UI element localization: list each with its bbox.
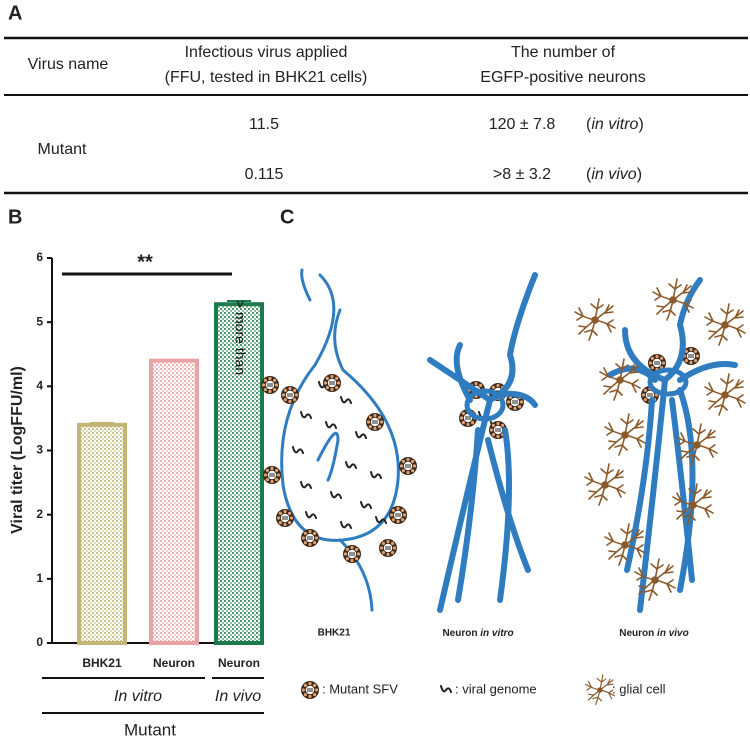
panel-label: C — [280, 206, 294, 228]
bar-chart: 0 1 2 3 4 5 6 Viral titer (LogFFU/ml) BHK21 Neuro… — [9, 250, 264, 739]
paren: ) — [637, 166, 642, 183]
table-header: Virus name — [28, 56, 109, 73]
legend-text: : glial cell — [612, 681, 666, 696]
x-tick-label: Neuron — [218, 656, 260, 670]
legend-icon — [440, 685, 452, 693]
diagram-label: Neuron in vivo — [619, 628, 688, 639]
paren: ( — [586, 116, 592, 133]
bar — [214, 302, 264, 645]
group-label: In vitro — [114, 688, 162, 705]
row-label: Mutant — [38, 141, 87, 158]
y-tick-label: 0 — [36, 635, 43, 649]
legend-text: : viral genome — [455, 681, 537, 696]
y-axis-label: Viral titer (LogFFU/ml) — [9, 366, 26, 534]
table-cell: (in vivo) — [586, 166, 642, 183]
group-label: Mutant — [124, 720, 176, 739]
condition: in vitro — [591, 116, 638, 133]
x-tick-label: BHK21 — [82, 656, 122, 670]
y-tick-label: 3 — [36, 443, 43, 457]
diagram: BHK21 Neuron in vitro Neuron in vivo : M… — [260, 268, 746, 705]
label-main: Neuron — [442, 628, 477, 639]
neuron-in-vitro — [427, 272, 538, 613]
y-tick-label: 4 — [36, 379, 43, 393]
significance-label: ** — [137, 251, 153, 273]
legend-text: : Mutant SFV — [322, 681, 398, 696]
label-italic: in vitro — [480, 628, 513, 639]
table-header: EGFP-positive neurons — [480, 69, 645, 86]
condition: in vivo — [591, 166, 636, 183]
bhk21-cell — [280, 268, 400, 612]
diagram-label: BHK21 — [318, 628, 351, 639]
table-cell: >8 ± 3.2 — [493, 166, 551, 183]
y-tick-label: 2 — [36, 507, 43, 521]
table-cell: 120 ± 7.8 — [489, 116, 556, 133]
panel-label: A — [8, 2, 22, 24]
label-italic: in vivo — [657, 628, 689, 639]
bar — [77, 422, 127, 646]
y-tick-label: 1 — [36, 571, 43, 585]
table-cell: 11.5 — [249, 116, 279, 133]
table-header: The number of — [511, 44, 616, 61]
paren: ( — [586, 166, 592, 183]
bar — [149, 358, 199, 645]
y-tick-label: 5 — [36, 314, 43, 328]
label-main: Neuron — [619, 628, 654, 639]
group-label: In vivo — [215, 688, 261, 705]
panel-label: B — [8, 206, 22, 228]
table-header: (FFU, tested in BHK21 cells) — [165, 69, 368, 86]
x-tick-label: Neuron — [153, 656, 195, 670]
legend-icon — [300, 680, 320, 700]
legend-icon — [585, 674, 615, 705]
y-tick-label: 6 — [36, 250, 43, 264]
table-cell: (in vitro) — [586, 116, 644, 133]
table-header: Infectious virus applied — [185, 44, 348, 61]
paren: ) — [638, 116, 643, 133]
table-cell: 0.115 — [245, 166, 284, 183]
bar-note: > more than — [232, 300, 248, 375]
neuron-in-vivo — [607, 277, 738, 613]
diagram-label: Neuron in vitro — [442, 628, 513, 639]
